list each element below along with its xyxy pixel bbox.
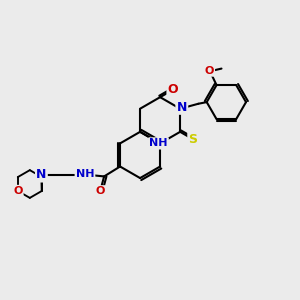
Text: O: O <box>205 66 214 76</box>
Text: O: O <box>95 186 105 196</box>
Text: O: O <box>168 83 178 96</box>
Text: N: N <box>36 168 46 181</box>
Text: NH: NH <box>76 169 94 179</box>
Text: S: S <box>188 133 197 146</box>
Text: NH: NH <box>149 138 168 148</box>
Text: N: N <box>177 100 187 114</box>
Text: O: O <box>13 186 22 196</box>
